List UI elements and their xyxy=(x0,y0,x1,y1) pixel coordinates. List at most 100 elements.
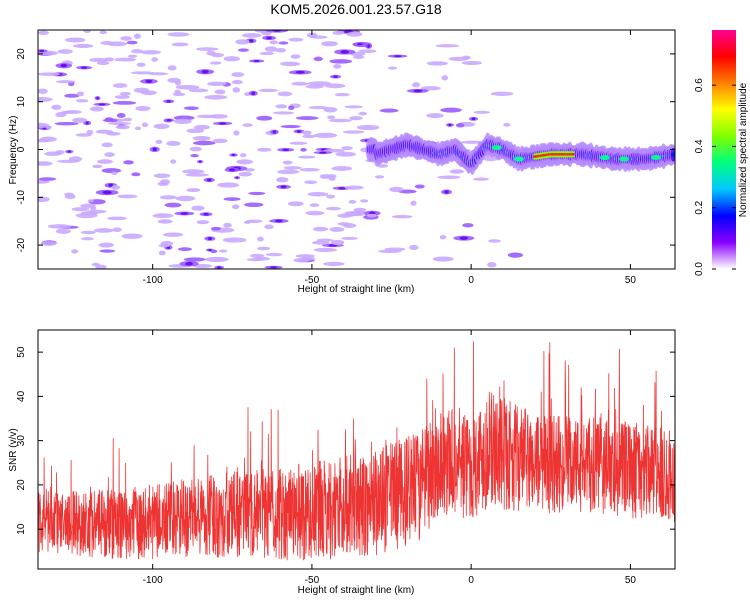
heatmap-core xyxy=(356,43,363,46)
heatmap-cell xyxy=(183,257,206,262)
heatmap-cell xyxy=(379,108,399,113)
heatmap-cell xyxy=(181,169,205,174)
spectrogram-x-tick-label: 50 xyxy=(625,275,637,286)
heatmap-cell xyxy=(222,237,247,243)
heatmap-cell xyxy=(158,244,170,248)
heatmap-cell xyxy=(426,113,444,119)
heatmap-cell xyxy=(90,206,97,211)
heatmap-cell xyxy=(170,159,177,164)
colorbar-label: Normalized spectral amplitude xyxy=(738,82,749,217)
heatmap-cell xyxy=(308,106,329,110)
heatmap-cell xyxy=(236,159,253,165)
ridge-green xyxy=(599,155,610,161)
heatmap-cell xyxy=(341,146,353,151)
colorbar-gradient xyxy=(712,30,736,269)
heatmap-core xyxy=(208,248,212,252)
heatmap-cell xyxy=(112,101,137,105)
heatmap-cell xyxy=(96,159,113,164)
heatmap-core xyxy=(471,117,476,121)
heatmap-cell xyxy=(374,175,385,179)
heatmap-cell xyxy=(387,66,398,70)
heatmap-cell xyxy=(80,230,96,235)
heatmap-cell xyxy=(223,197,241,201)
heatmap-cell xyxy=(98,242,114,248)
heatmap-cell xyxy=(51,104,62,110)
heatmap-cell xyxy=(38,97,53,102)
heatmap-cell xyxy=(321,41,339,47)
snr-y-tick-label: 30 xyxy=(16,435,27,447)
heatmap-cell xyxy=(275,104,288,109)
heatmap-cell xyxy=(75,212,98,219)
heatmap-cell xyxy=(167,65,177,71)
heatmap-cell xyxy=(193,140,216,146)
heatmap-cell xyxy=(309,203,320,207)
peak-core xyxy=(565,153,569,156)
colorbar-tick-label: 0.4 xyxy=(694,139,705,153)
heatmap-cell xyxy=(159,195,177,200)
heatmap-cell xyxy=(127,54,138,58)
snr-x-tick-label: -50 xyxy=(305,575,320,586)
heatmap-cell xyxy=(330,239,345,246)
heatmap-cell xyxy=(91,262,100,267)
heatmap-cell xyxy=(300,147,307,152)
heatmap-cell xyxy=(248,191,266,196)
heatmap-cell xyxy=(126,40,138,45)
snr-y-tick-label: 50 xyxy=(16,346,27,358)
heatmap-cell xyxy=(257,147,272,152)
heatmap-cell xyxy=(210,114,228,119)
heatmap-cell xyxy=(342,130,365,134)
heatmap-core xyxy=(198,160,202,163)
heatmap-cell xyxy=(72,43,94,49)
heatmap-cell xyxy=(89,106,104,112)
heatmap-cell xyxy=(64,37,86,43)
peak-core xyxy=(533,155,537,158)
heatmap-cell xyxy=(264,224,274,230)
heatmap-core xyxy=(145,79,153,83)
heatmap-cell xyxy=(460,140,484,144)
heatmap-cell xyxy=(332,64,342,69)
heatmap-core xyxy=(180,212,189,215)
heatmap-cell xyxy=(264,46,278,52)
heatmap-cell xyxy=(277,91,293,97)
peak-core xyxy=(546,153,550,156)
heatmap-cell xyxy=(112,227,122,233)
peak-core xyxy=(536,154,540,158)
heatmap-cell xyxy=(76,91,85,97)
heatmap-cell xyxy=(87,209,107,214)
heatmap-cell xyxy=(488,239,501,243)
heatmap-cell xyxy=(38,122,50,129)
heatmap-cell xyxy=(152,213,174,219)
heatmap-cell xyxy=(307,192,329,197)
heatmap-cell xyxy=(232,87,241,93)
heatmap-cell xyxy=(57,49,73,54)
heatmap-cell xyxy=(409,244,419,251)
peak-core xyxy=(562,153,566,156)
heatmap-cell xyxy=(237,48,250,52)
peak-core xyxy=(568,153,572,156)
snr-x-tick-label: 50 xyxy=(625,575,637,586)
heatmap-cell xyxy=(162,232,184,237)
heatmap-cell xyxy=(287,201,304,207)
heatmap-cell xyxy=(164,202,182,208)
heatmap-cell xyxy=(185,173,209,177)
heatmap-cell xyxy=(40,241,57,246)
heatmap-cell xyxy=(366,213,377,218)
heatmap-cell xyxy=(302,134,317,139)
heatmap-cell xyxy=(304,180,318,185)
heatmap-cell xyxy=(223,222,232,228)
heatmap-cell xyxy=(158,250,166,256)
heatmap-cell xyxy=(119,92,131,96)
heatmap-cell xyxy=(121,233,143,239)
peak-core xyxy=(534,155,538,158)
heatmap-cell xyxy=(101,142,113,148)
heatmap-core xyxy=(60,63,68,68)
heatmap-cell xyxy=(157,219,173,224)
heatmap-cell xyxy=(133,87,150,93)
ridge-green xyxy=(650,154,661,160)
heatmap-cell xyxy=(231,80,243,85)
spectrogram-x-tick-label: 0 xyxy=(468,275,474,286)
heatmap-cell xyxy=(461,60,483,66)
heatmap-core xyxy=(274,219,283,223)
heatmap-cell xyxy=(299,167,320,172)
heatmap-cell xyxy=(104,152,115,157)
